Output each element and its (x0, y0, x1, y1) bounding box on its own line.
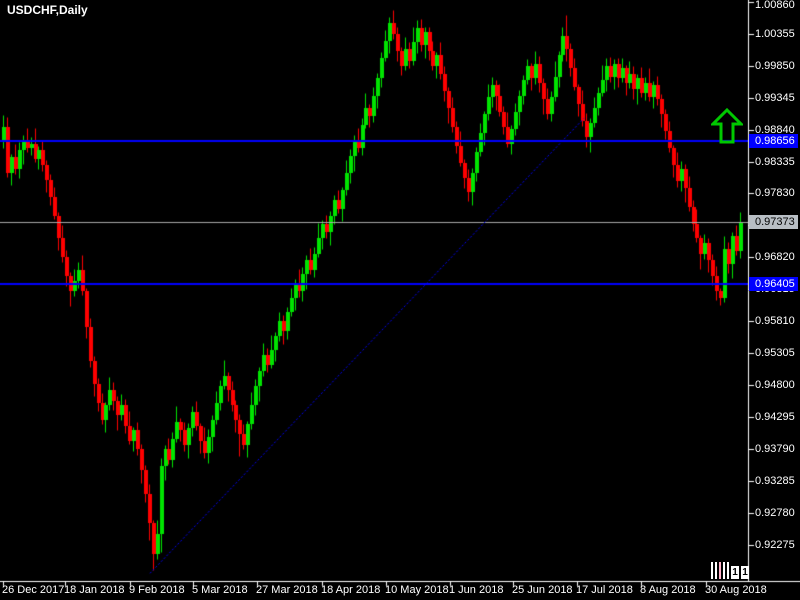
price-tick-label: 0.93285 (755, 475, 795, 487)
price-tick-label: 0.99850 (755, 60, 795, 72)
date-tick-label: 27 Mar 2018 (256, 584, 318, 596)
date-tick-label: 25 Jun 2018 (512, 584, 573, 596)
date-tick-label: 5 Mar 2018 (192, 584, 248, 596)
price-tick-label: 0.93790 (755, 443, 795, 455)
price-tick-label: 0.94800 (755, 379, 795, 391)
price-tick-label: 1.00860 (755, 0, 795, 11)
price-tick-label: 0.95810 (755, 315, 795, 327)
watermark-bar (723, 562, 725, 579)
current-price-tag: 0.97373 (749, 215, 798, 229)
price-tick-label: 0.99345 (755, 92, 795, 104)
price-tick-label: 0.98335 (755, 156, 795, 168)
level-price-tag: 0.96405 (749, 277, 798, 291)
price-tick-label: 0.97830 (755, 187, 795, 199)
watermark-bar (715, 562, 717, 579)
watermark-bar (711, 562, 713, 579)
date-tick-label: 18 Jan 2018 (64, 584, 125, 596)
date-tick-label: 30 Aug 2018 (705, 584, 767, 596)
watermark-digit: 1 (731, 566, 739, 579)
price-tick-label: 0.96820 (755, 251, 795, 263)
price-tick-label: 0.95305 (755, 347, 795, 359)
date-tick-label: 10 May 2018 (385, 584, 449, 596)
price-tick-label: 0.94295 (755, 411, 795, 423)
date-tick-label: 1 Jun 2018 (449, 584, 504, 596)
watermark-digit: 1 (741, 566, 749, 579)
price-tick-label: 0.92275 (755, 539, 795, 551)
price-tick-label: 0.98840 (755, 124, 795, 136)
date-tick-label: 26 Dec 2017 (2, 584, 65, 596)
date-tick-label: 18 Apr 2018 (321, 584, 381, 596)
barcode-watermark-icon: 1 1 (711, 560, 749, 579)
date-tick-label: 8 Aug 2018 (640, 584, 696, 596)
price-tick-label: 0.92780 (755, 507, 795, 519)
up-arrow-icon[interactable] (711, 108, 743, 144)
date-tick-label: 9 Feb 2018 (129, 584, 185, 596)
date-axis[interactable]: 26 Dec 2017 18 Jan 2018 9 Feb 2018 5 Mar 20… (0, 581, 800, 600)
price-tick-label: 1.00355 (755, 28, 795, 40)
watermark-bar (727, 562, 729, 579)
watermark-bar-pink (719, 562, 721, 579)
chart-title: USDCHF,Daily (7, 3, 88, 17)
level-price-tag: 0.98656 (749, 134, 798, 148)
date-tick-label: 17 Jul 2018 (576, 584, 633, 596)
